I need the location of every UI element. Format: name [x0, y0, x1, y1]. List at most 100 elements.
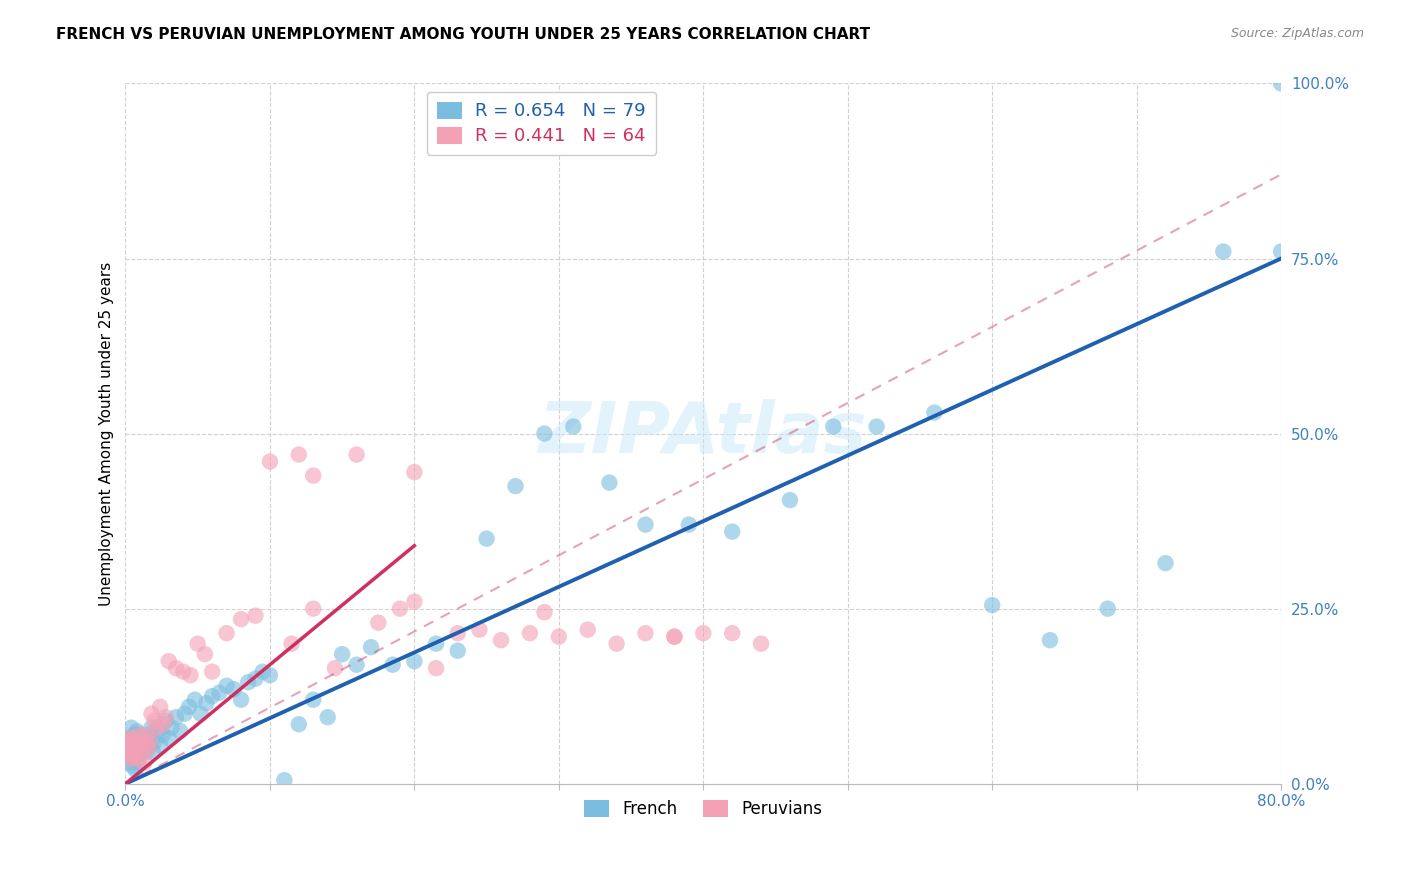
Point [245, 672, 267, 686]
Point [606, 637, 628, 651]
Point [115, 738, 138, 752]
Point [194, 647, 217, 661]
Point [238, 675, 260, 690]
Point [146, 724, 169, 739]
Point [208, 686, 231, 700]
Point [779, 493, 801, 508]
Point [981, 598, 1004, 612]
Point [127, 752, 149, 766]
Point [125, 748, 148, 763]
Point [388, 601, 411, 615]
Point [823, 419, 845, 434]
Point [489, 633, 512, 648]
Point [229, 612, 252, 626]
Point [117, 745, 139, 759]
Point [125, 724, 148, 739]
Point [120, 721, 142, 735]
Point [135, 738, 157, 752]
Point [404, 654, 426, 668]
Point [721, 524, 744, 539]
Legend: French, Peruvians: French, Peruvians [578, 793, 830, 824]
Point [749, 637, 772, 651]
Point [136, 728, 159, 742]
Point [165, 710, 187, 724]
Point [252, 665, 274, 679]
Point [475, 532, 498, 546]
Point [117, 738, 139, 752]
Point [222, 682, 245, 697]
Point [122, 748, 145, 763]
Point [302, 692, 325, 706]
Point [152, 717, 174, 731]
Point [346, 448, 368, 462]
Point [138, 728, 160, 742]
Point [576, 623, 599, 637]
Point [184, 692, 207, 706]
Point [120, 752, 142, 766]
Point [172, 665, 194, 679]
Point [664, 630, 686, 644]
Point [360, 640, 382, 655]
Point [165, 661, 187, 675]
Point [302, 468, 325, 483]
Point [330, 647, 353, 661]
Point [229, 692, 252, 706]
Y-axis label: Unemployment Among Youth under 25 years: Unemployment Among Youth under 25 years [100, 261, 114, 606]
Point [127, 735, 149, 749]
Point [122, 752, 145, 766]
Point [157, 731, 180, 746]
Point [215, 626, 238, 640]
Point [177, 699, 200, 714]
Point [316, 710, 339, 724]
Point [1154, 556, 1177, 570]
Point [124, 741, 146, 756]
Point [280, 637, 302, 651]
Point [404, 595, 426, 609]
Point [547, 630, 569, 644]
Point [302, 601, 325, 615]
Point [215, 679, 238, 693]
Point [1097, 601, 1119, 615]
Point [245, 608, 267, 623]
Text: Source: ZipAtlas.com: Source: ZipAtlas.com [1230, 27, 1364, 40]
Point [149, 738, 172, 752]
Point [381, 657, 404, 672]
Point [692, 626, 714, 640]
Point [117, 735, 139, 749]
Point [142, 745, 165, 759]
Point [404, 465, 426, 479]
Point [135, 745, 157, 759]
Point [505, 479, 527, 493]
Point [132, 735, 155, 749]
Point [121, 759, 143, 773]
Point [519, 626, 541, 640]
Point [146, 721, 169, 735]
Point [678, 517, 700, 532]
Point [533, 605, 555, 619]
Point [120, 735, 142, 749]
Point [468, 623, 491, 637]
Point [447, 643, 470, 657]
Point [323, 661, 346, 675]
Point [721, 626, 744, 640]
Point [924, 406, 946, 420]
Point [121, 735, 143, 749]
Point [201, 689, 224, 703]
Point [129, 728, 152, 742]
Point [155, 710, 177, 724]
Point [1212, 244, 1234, 259]
Point [157, 654, 180, 668]
Point [152, 728, 174, 742]
Point [288, 448, 311, 462]
Point [118, 748, 141, 763]
Point [160, 721, 183, 735]
Point [1039, 633, 1062, 648]
Point [195, 696, 218, 710]
Point [131, 741, 153, 756]
Point [664, 630, 686, 644]
Point [124, 741, 146, 756]
Point [143, 735, 166, 749]
Point [273, 773, 295, 788]
Point [132, 735, 155, 749]
Point [634, 517, 657, 532]
